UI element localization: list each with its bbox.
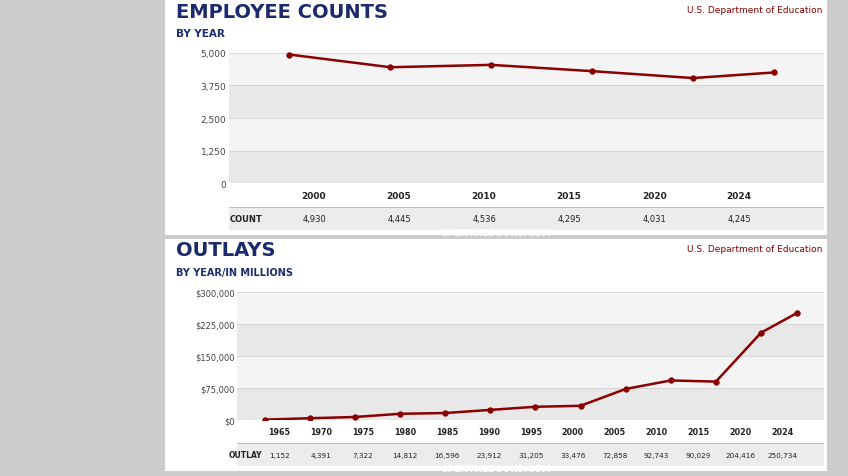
Bar xyxy=(229,54,824,86)
Bar xyxy=(229,119,824,151)
Text: 7,322: 7,322 xyxy=(353,452,374,458)
Text: 1975: 1975 xyxy=(352,427,374,436)
Text: 2024: 2024 xyxy=(727,191,751,200)
Text: 2015: 2015 xyxy=(688,427,710,436)
Text: 4,930: 4,930 xyxy=(302,215,326,224)
Text: 92,743: 92,743 xyxy=(644,452,669,458)
Text: U.S. Department of Education: U.S. Department of Education xyxy=(687,244,823,253)
Text: 90,029: 90,029 xyxy=(686,452,711,458)
Text: OPENTHEBOOKS.COM: OPENTHEBOOKS.COM xyxy=(441,228,551,237)
Text: 1,152: 1,152 xyxy=(269,452,290,458)
Text: 2020: 2020 xyxy=(642,191,667,200)
Text: 2000: 2000 xyxy=(561,427,583,436)
Text: 1970: 1970 xyxy=(310,427,332,436)
Text: 14,812: 14,812 xyxy=(393,452,418,458)
Text: 204,416: 204,416 xyxy=(725,452,756,458)
Bar xyxy=(237,356,824,388)
Text: 2005: 2005 xyxy=(604,427,626,436)
Text: 1995: 1995 xyxy=(520,427,542,436)
Text: OUTLAY: OUTLAY xyxy=(229,450,263,459)
Text: BY YEAR/IN MILLIONS: BY YEAR/IN MILLIONS xyxy=(176,267,293,277)
Text: 4,536: 4,536 xyxy=(472,215,496,224)
Bar xyxy=(237,324,824,356)
Text: 4,245: 4,245 xyxy=(728,215,751,224)
Bar xyxy=(229,151,824,184)
Text: 250,734: 250,734 xyxy=(767,452,797,458)
Text: 2010: 2010 xyxy=(471,191,496,200)
Text: 4,295: 4,295 xyxy=(557,215,581,224)
Text: 16,596: 16,596 xyxy=(434,452,460,458)
Text: 1965: 1965 xyxy=(268,427,290,436)
Text: 2010: 2010 xyxy=(645,427,667,436)
Text: 4,391: 4,391 xyxy=(311,452,332,458)
Text: 2005: 2005 xyxy=(387,191,411,200)
Bar xyxy=(237,292,824,324)
Text: 4,031: 4,031 xyxy=(642,215,666,224)
Text: 72,858: 72,858 xyxy=(602,452,628,458)
Text: OUTLAYS: OUTLAYS xyxy=(176,241,275,260)
Text: 2024: 2024 xyxy=(771,427,794,436)
Text: BY YEAR: BY YEAR xyxy=(176,29,225,39)
Text: 2020: 2020 xyxy=(729,427,751,436)
Text: 2000: 2000 xyxy=(302,191,326,200)
Text: EMPLOYEE COUNTS: EMPLOYEE COUNTS xyxy=(176,3,388,22)
Text: OPENTHEBOOKS.COM: OPENTHEBOOKS.COM xyxy=(441,464,551,473)
Bar xyxy=(229,86,824,119)
Text: 4,445: 4,445 xyxy=(388,215,411,224)
Bar xyxy=(229,208,824,231)
Text: 1980: 1980 xyxy=(394,427,416,436)
Text: 1985: 1985 xyxy=(436,427,458,436)
Bar xyxy=(237,443,824,466)
Bar xyxy=(237,388,824,420)
Text: 2015: 2015 xyxy=(556,191,582,200)
Text: U.S. Department of Education: U.S. Department of Education xyxy=(687,6,823,15)
Text: 1990: 1990 xyxy=(478,427,500,436)
Text: 23,912: 23,912 xyxy=(477,452,502,458)
Text: 31,205: 31,205 xyxy=(518,452,544,458)
Text: 33,476: 33,476 xyxy=(560,452,585,458)
Text: COUNT: COUNT xyxy=(230,215,262,224)
